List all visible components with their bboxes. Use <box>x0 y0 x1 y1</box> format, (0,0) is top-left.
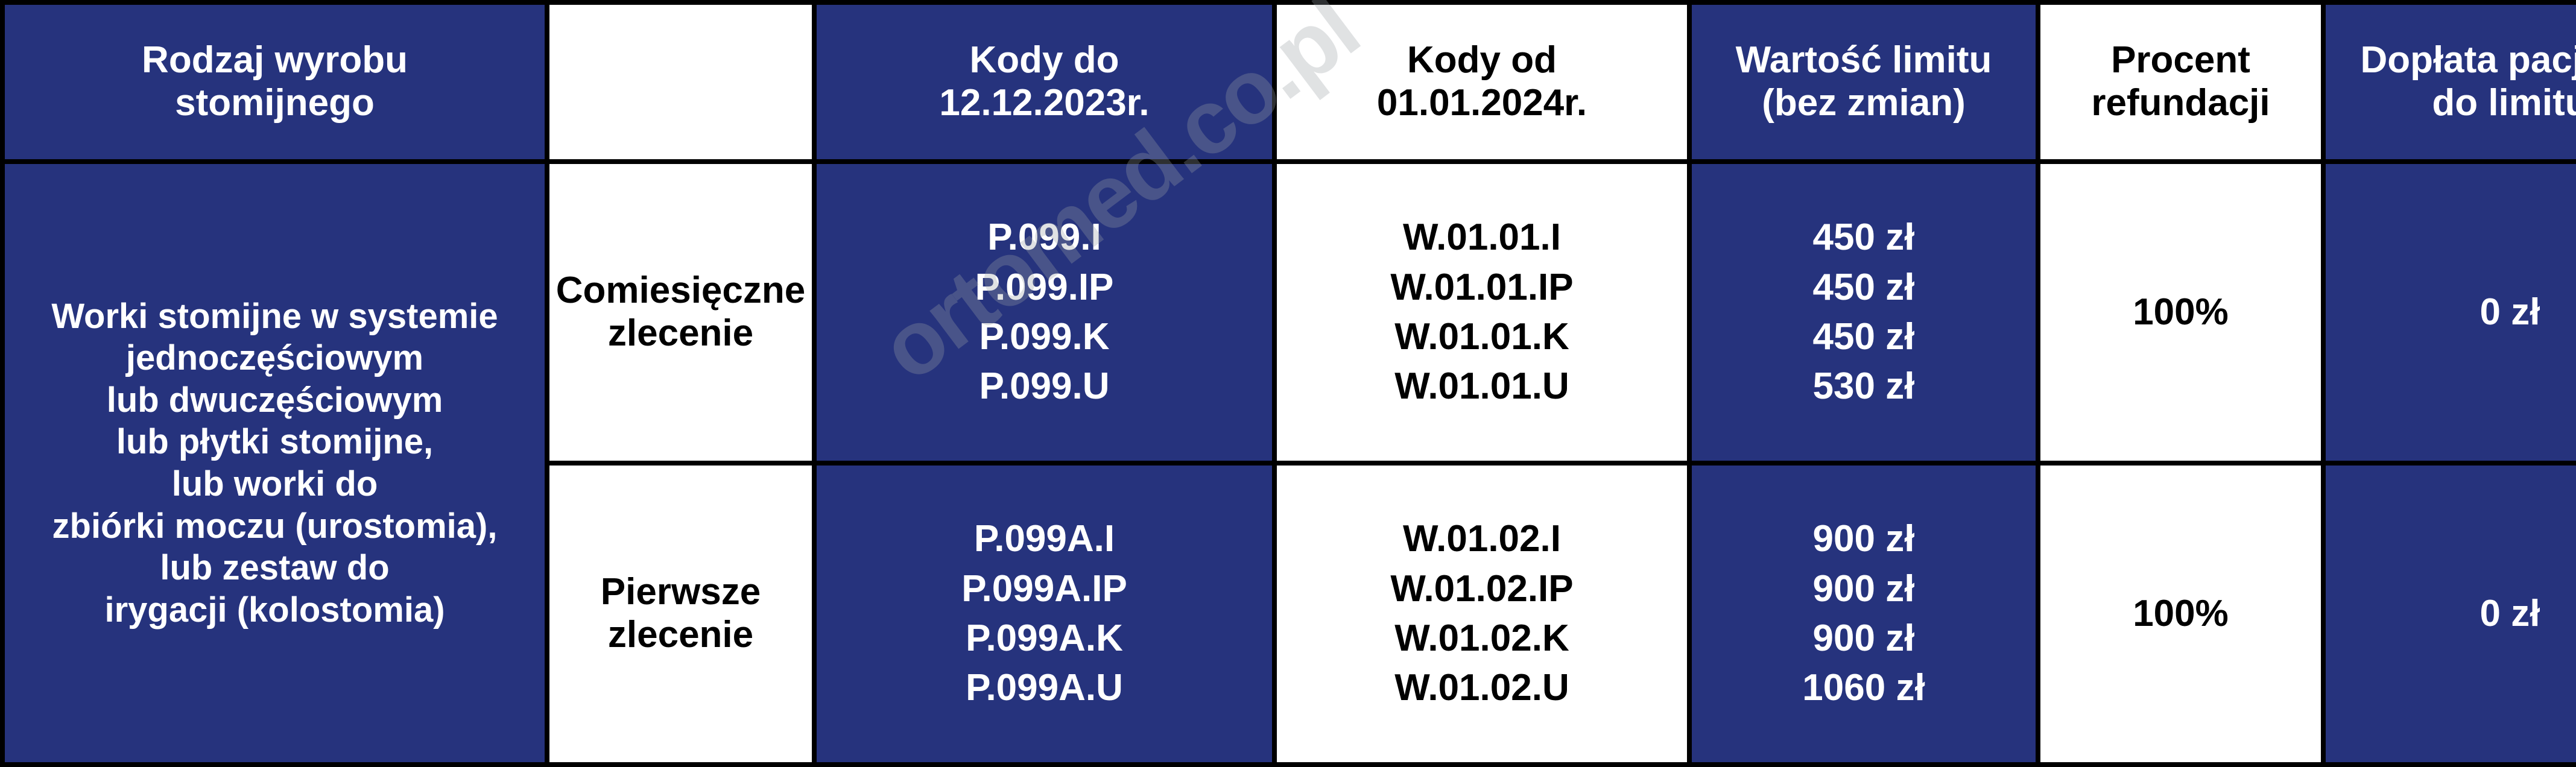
header-codes-from-line2: 01.01.2024r. <box>1376 82 1587 124</box>
header-refund-percent: Procent refundacji <box>2036 0 2326 164</box>
limit-value-2: 450 zł <box>1812 266 1915 308</box>
cell-refund-percent: 100% <box>2036 461 2326 767</box>
code-until-2: P.099.IP <box>975 266 1114 308</box>
cell-patient-surcharge: 0 zł <box>2321 461 2576 767</box>
header-patient-surcharge-line1: Dopłata pacjenta <box>2360 39 2576 81</box>
header-limit-value-line1: Wartość limitu <box>1735 39 1992 81</box>
limit-value-2: 900 zł <box>1812 567 1915 610</box>
cell-patient-surcharge: 0 zł <box>2321 159 2576 466</box>
header-limit-value: Wartość limitu (bez zmian) <box>1687 0 2040 164</box>
cell-product-type: Worki stomijne w systemie jednoczęściowy… <box>0 159 549 767</box>
header-refund-percent-line2: refundacji <box>2091 82 2270 124</box>
limit-value-4: 530 zł <box>1812 365 1915 408</box>
code-from-3: W.01.02.K <box>1394 617 1569 659</box>
limit-value-4: 1060 zł <box>1802 667 1925 709</box>
code-from-1: W.01.02.I <box>1403 518 1561 560</box>
table-row: Pierwsze zlecenie P.099A.I P.099A.IP P.0… <box>2 461 2576 767</box>
cell-codes-from: W.01.02.I W.01.02.IP W.01.02.K W.01.02.U <box>1272 461 1692 767</box>
cell-order-type: Comiesięczne zlecenie <box>545 159 817 466</box>
table-row: Worki stomijne w systemie jednoczęściowy… <box>0 159 2576 767</box>
cell-order-type: Pierwsze zlecenie <box>545 461 817 767</box>
header-codes-until-line1: Kody do <box>969 39 1119 81</box>
code-until-2: P.099A.IP <box>961 567 1127 610</box>
code-from-3: W.01.01.K <box>1394 316 1569 358</box>
code-from-4: W.01.01.U <box>1394 365 1569 408</box>
code-until-3: P.099A.K <box>966 617 1123 659</box>
header-product-type-line1: Rodzaj wyrobu <box>142 39 408 81</box>
code-from-1: W.01.01.I <box>1403 216 1561 259</box>
code-from-2: W.01.01.IP <box>1390 266 1574 308</box>
header-product-type-line2: stomijnego <box>175 82 375 124</box>
code-until-1: P.099.I <box>987 216 1101 259</box>
header-codes-from-line1: Kody od <box>1407 39 1557 81</box>
order-type-line1: Comiesięczne <box>555 270 806 312</box>
code-from-2: W.01.02.IP <box>1390 567 1574 610</box>
limit-value-1: 900 zł <box>1812 518 1915 560</box>
code-from-4: W.01.02.U <box>1394 667 1569 709</box>
header-row: Rodzaj wyrobu stomijnego Kody do 12.12.2… <box>0 0 2576 164</box>
header-refund-percent-line1: Procent <box>2111 39 2250 81</box>
code-until-1: P.099A.I <box>973 518 1115 560</box>
table-header: Rodzaj wyrobu stomijnego Kody do 12.12.2… <box>0 0 2576 164</box>
cell-codes-until: P.099A.I P.099A.IP P.099A.K P.099A.U <box>812 461 1277 767</box>
header-limit-value-line2: (bez zmian) <box>1762 82 1966 124</box>
order-type-line2: zlecenie <box>607 614 754 655</box>
product-line-6: zbiórki moczu (urostomia), <box>52 506 498 546</box>
order-type-line1: Pierwsze <box>600 571 761 613</box>
product-line-4: lub płytki stomijne, <box>116 422 434 462</box>
code-until-3: P.099.K <box>979 316 1110 358</box>
header-patient-surcharge: Dopłata pacjenta do limitu <box>2321 0 2576 164</box>
cell-limit-value: 450 zł 450 zł 450 zł 530 zł <box>1687 159 2040 466</box>
header-codes-until-line2: 12.12.2023r. <box>939 82 1150 124</box>
header-codes-from: Kody od 01.01.2024r. <box>1272 0 1692 164</box>
header-product-type: Rodzaj wyrobu stomijnego <box>0 0 549 164</box>
cell-codes-until: P.099.I P.099.IP P.099.K P.099.U <box>812 159 1277 466</box>
cell-limit-value: 900 zł 900 zł 900 zł 1060 zł <box>1687 461 2040 767</box>
header-patient-surcharge-line2: do limitu <box>2432 82 2576 124</box>
header-codes-until: Kody do 12.12.2023r. <box>812 0 1277 164</box>
limit-value-3: 900 zł <box>1812 617 1915 659</box>
cell-codes-from: W.01.01.I W.01.01.IP W.01.01.K W.01.01.U <box>1272 159 1692 466</box>
table-body: Worki stomijne w systemie jednoczęściowy… <box>0 159 2576 767</box>
product-line-3: lub dwuczęściowym <box>106 380 443 420</box>
cell-refund-percent: 100% <box>2036 159 2326 466</box>
code-until-4: P.099.U <box>979 365 1110 408</box>
limit-value-3: 450 zł <box>1812 316 1915 358</box>
product-line-7: lub zestaw do <box>160 548 390 588</box>
product-line-2: jednoczęściowym <box>125 338 424 378</box>
limit-value-1: 450 zł <box>1812 216 1915 259</box>
code-until-4: P.099A.U <box>966 667 1123 709</box>
order-type-line2: zlecenie <box>607 312 754 354</box>
header-order-type <box>545 0 817 164</box>
product-line-5: lub worki do <box>171 464 378 503</box>
product-line-8: irygacji (kolostomia) <box>104 590 445 630</box>
product-line-1: Worki stomijne w systemie <box>51 296 498 336</box>
